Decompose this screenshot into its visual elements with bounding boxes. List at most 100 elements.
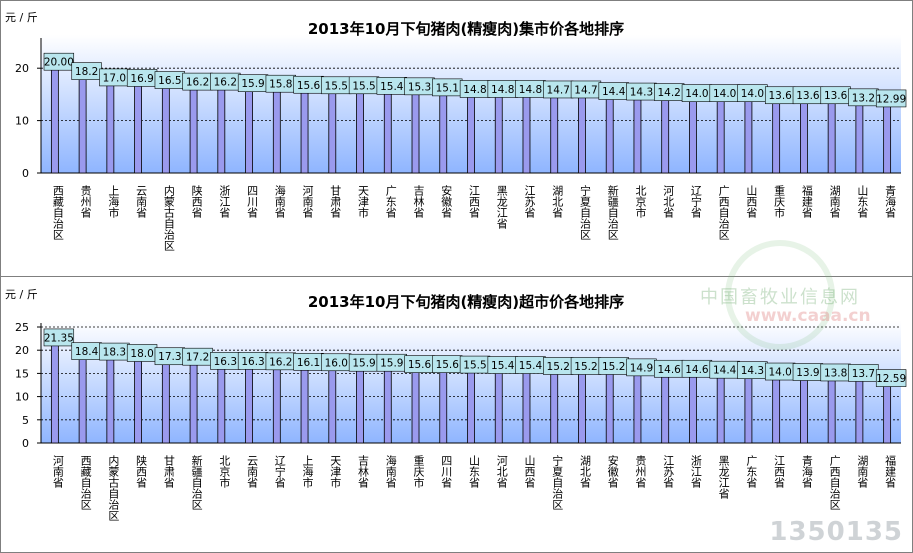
bar [328, 368, 337, 444]
bar [633, 97, 642, 174]
bar [827, 378, 836, 444]
data-label: 13.9 [796, 367, 819, 379]
data-label: 15.1 [436, 82, 459, 94]
bar [883, 104, 892, 174]
category-label: 宁夏自治区 [551, 454, 564, 510]
bar [633, 373, 642, 444]
data-label: 16.3 [241, 356, 264, 368]
data-label: 13.6 [796, 90, 820, 102]
data-label: 13.7 [852, 368, 875, 380]
data-label: 21.35 [44, 332, 74, 344]
data-label-box [875, 89, 907, 108]
data-label: 15.5 [352, 80, 375, 92]
y-tick-label: 5 [22, 414, 29, 427]
data-label: 12.99 [876, 93, 906, 105]
bar [300, 90, 309, 174]
category-label: 上海市 [301, 455, 314, 489]
data-label: 14.7 [574, 84, 597, 96]
data-label: 15.5 [463, 360, 486, 372]
bar [217, 366, 226, 444]
data-label: 16.0 [325, 357, 348, 369]
bar [134, 359, 142, 444]
category-label: 江西省 [773, 455, 786, 489]
data-label: 15.6 [436, 359, 460, 371]
category-label: 广东省 [384, 185, 397, 219]
data-label: 14.8 [519, 84, 542, 96]
data-label: 15.2 [574, 361, 597, 373]
data-label-box [43, 52, 75, 71]
bar [800, 101, 808, 174]
category-label: 湖南省 [828, 185, 841, 219]
bar [605, 372, 614, 444]
category-label: 广西自治区 [717, 185, 730, 240]
bar [855, 379, 864, 444]
corner-watermark: 1350135 [769, 517, 903, 547]
category-label: 江苏省 [523, 185, 536, 219]
data-label: 17.3 [158, 351, 181, 363]
category-label: 山东省 [468, 455, 481, 489]
bar [661, 374, 670, 444]
bar [78, 77, 87, 174]
bar [245, 366, 253, 444]
category-label: 河南省 [301, 185, 314, 219]
bar [883, 384, 892, 444]
bar [106, 83, 115, 174]
y-axis-unit-label: 元 / 斤 [5, 288, 38, 301]
bar [411, 370, 420, 444]
category-label: 陕西省 [135, 454, 148, 489]
category-label: 江西省 [468, 185, 481, 219]
data-label: 15.4 [380, 81, 404, 93]
data-label: 15.9 [380, 358, 403, 370]
category-label: 北京市 [218, 455, 231, 489]
bar [689, 99, 697, 174]
bar [689, 374, 697, 444]
bar [383, 91, 392, 174]
y-tick-label: 10 [15, 391, 29, 404]
y-axis-unit-label: 元 / 斤 [5, 11, 38, 24]
data-label: 13.6 [824, 90, 848, 102]
category-label: 北京市 [634, 185, 647, 219]
bar [134, 84, 142, 174]
category-label: 河北省 [662, 185, 675, 219]
data-label: 16.3 [214, 356, 237, 368]
bar [661, 98, 670, 174]
category-label: 天津市 [329, 455, 342, 489]
bar [217, 87, 226, 174]
category-label: 浙江省 [218, 185, 231, 219]
category-label: 陕西省 [190, 184, 203, 219]
bar [161, 362, 170, 444]
y-tick-label: 20 [15, 344, 29, 357]
bar [439, 93, 448, 174]
bar [827, 101, 836, 174]
category-label: 辽宁省 [273, 455, 286, 489]
bar [467, 95, 475, 174]
category-label: 四川省 [246, 185, 259, 219]
data-label: 18.4 [75, 346, 99, 358]
category-label: 云南省 [135, 185, 148, 219]
category-label: 浙江省 [689, 455, 702, 489]
data-label: 15.5 [325, 80, 348, 92]
category-label: 山西省 [745, 185, 758, 219]
supermarket-price-panel: 2013年10月下旬猪肉(精瘦肉)超市价各地排序 元 / 斤 0 5 10 15 20 25 2… [1, 277, 912, 552]
bar [439, 370, 448, 444]
chart-title: 2013年10月下旬猪肉(精瘦肉)超市价各地排序 [308, 293, 624, 311]
category-label: 甘肃省 [162, 455, 175, 489]
category-label: 重庆市 [412, 454, 425, 489]
category-label: 黑龙江省 [495, 185, 508, 230]
y-tick-label: 15 [15, 367, 29, 380]
data-label: 14.2 [657, 87, 680, 99]
bar [716, 375, 725, 444]
category-label: 福建省 [800, 184, 813, 219]
category-label: 江苏省 [662, 455, 675, 489]
category-label: 青海省 [800, 455, 813, 489]
chart-title: 2013年10月下旬猪肉(精瘦肉)集市价各地排序 [308, 20, 624, 38]
y-tick-label: 0 [22, 437, 29, 450]
data-label: 17.2 [186, 352, 209, 364]
bar [411, 92, 420, 174]
y-tick-label: 0 [22, 167, 29, 180]
market-price-panel: 2013年10月下旬猪肉(精瘦肉)集市价各地排序元 / 斤 0 10 20 20.00 1… [1, 1, 912, 277]
category-label: 甘肃省 [329, 185, 342, 219]
data-label: 15.8 [269, 79, 292, 91]
data-label: 18.2 [75, 66, 98, 78]
bar [467, 370, 475, 444]
